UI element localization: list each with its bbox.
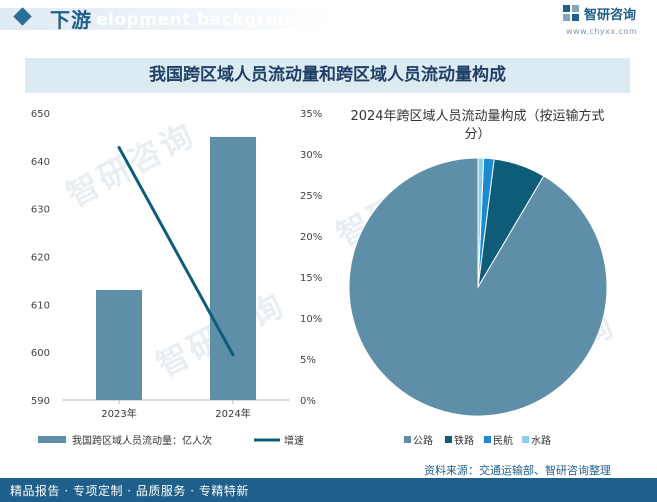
y-tick-label: 650 [31,109,50,120]
growth-line [117,146,235,356]
legend-label: 铁路 [454,434,474,447]
legend-swatch [484,436,491,443]
y2-tick-label: 35% [300,109,322,120]
section-title: 下游 [50,8,92,32]
y-tick-label: 620 [31,253,50,264]
y2-tick-label: 25% [300,191,322,202]
y-tick-label: 600 [31,348,50,359]
legend-label: 水路 [531,434,551,447]
footer-bar: 精品报告 · 专项定制 · 品质服务 · 专精特新 [0,478,657,502]
y-tick-label: 610 [31,300,50,311]
y2-tick-label: 20% [300,232,322,243]
x-tick-label: 2023年 [101,407,136,420]
legend-label: 增速 [284,434,304,447]
line-point [231,353,235,357]
bar [96,289,142,400]
title-banner: 我国跨区域人员流动量和跨区域人员流动量构成 [25,58,630,93]
brand-logo-icon [563,5,579,21]
brand-name: 智研咨询 [584,8,637,23]
brand-site: www.chyxx.com [566,27,638,36]
pie-slice [477,157,485,288]
x-tick-label: 2024年 [215,407,250,420]
y-tick-label: 630 [31,205,50,216]
chart-main-title: 我国跨区域人员流动量和跨区域人员流动量构成 [149,65,506,85]
legend-swatch-bar [38,436,66,443]
legend-label: 民航 [493,434,513,447]
legend-label: 公路 [413,434,433,447]
y2-tick-label: 10% [300,314,322,325]
legend-label: 我国跨区域人员流动量：亿人次 [72,434,212,447]
footer-tagline: 精品报告 · 专项定制 · 品质服务 · 专精特新 [10,484,249,498]
y2-tick-label: 15% [300,273,322,284]
legend-swatch [522,436,529,443]
line-point [117,145,121,149]
header-band [0,8,330,30]
bar [210,136,256,400]
legend-swatch [445,436,452,443]
page-header: 下游 elopment background 智研咨询 www.chyxx.co… [0,0,657,40]
y2-tick-label: 30% [300,150,322,161]
section-subtitle-ghost: elopment background [96,10,316,30]
y2-tick-label: 0% [300,396,316,407]
y2-tick-label: 5% [300,355,316,366]
pie-title: 2024年跨区域人员流动量构成（按运输方式分） [350,109,605,142]
legend-swatch [404,436,411,443]
data-source: 资料来源：交通运输部、智研咨询整理 [424,464,611,477]
y-tick-label: 590 [31,396,50,407]
y-tick-label: 640 [31,157,50,168]
